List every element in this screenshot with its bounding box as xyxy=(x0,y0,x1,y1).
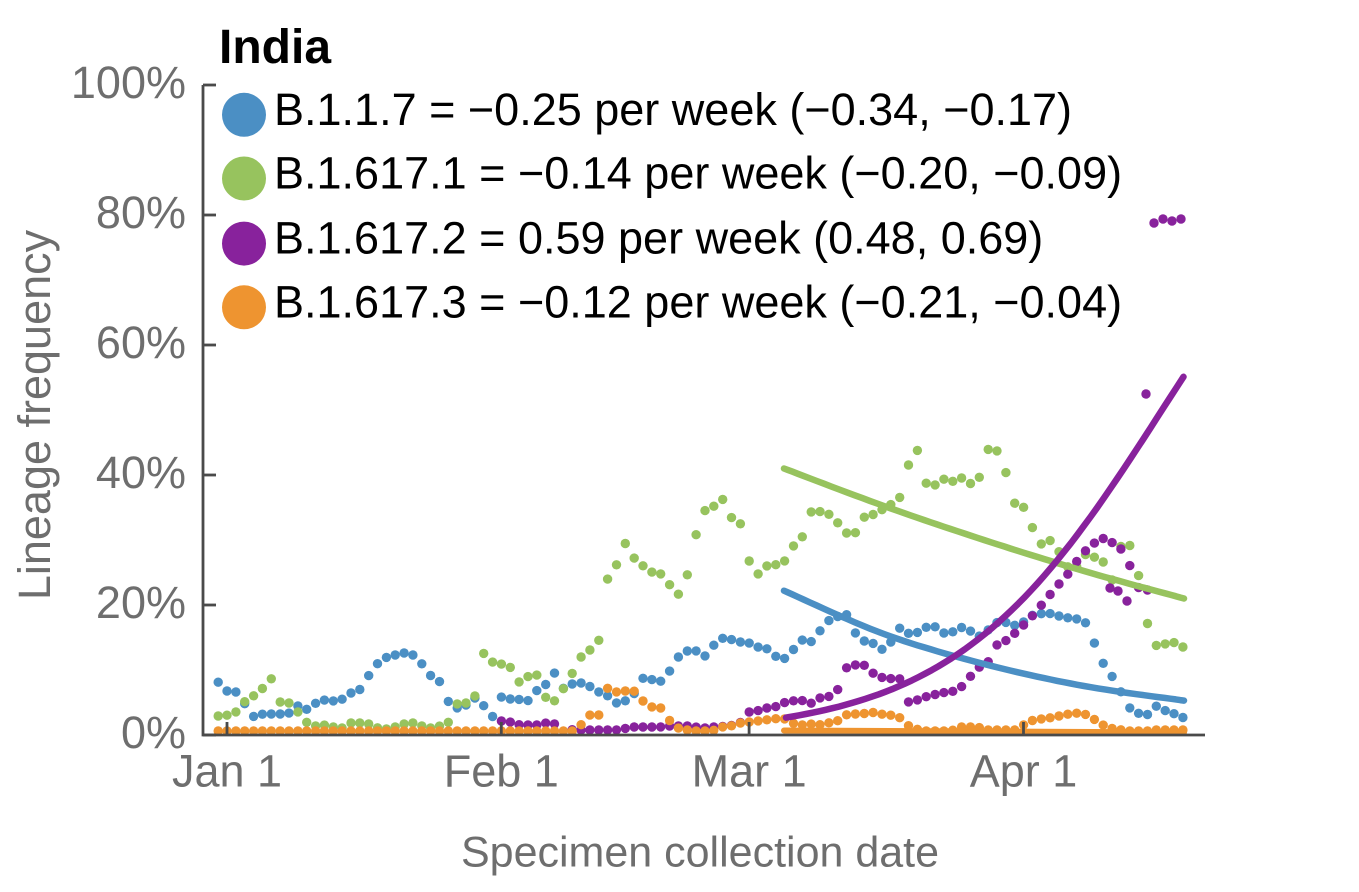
svg-text:India: India xyxy=(219,21,331,74)
svg-text:B.1.617.1 = −0.14 per week (−0: B.1.617.1 = −0.14 per week (−0.20, −0.09… xyxy=(274,148,1122,199)
svg-text:Lineage frequency: Lineage frequency xyxy=(9,229,60,600)
svg-text:40%: 40% xyxy=(96,447,186,498)
svg-text:20%: 20% xyxy=(96,577,186,628)
svg-text:B.1.617.2 = 0.59 per week (0.4: B.1.617.2 = 0.59 per week (0.48, 0.69) xyxy=(274,213,1043,264)
svg-text:60%: 60% xyxy=(96,317,186,368)
svg-text:B.1.617.3 = −0.12 per week (−0: B.1.617.3 = −0.12 per week (−0.21, −0.04… xyxy=(274,276,1122,327)
svg-text:Jan 1: Jan 1 xyxy=(172,746,282,797)
svg-text:Feb 1: Feb 1 xyxy=(444,746,559,797)
svg-text:Apr 1: Apr 1 xyxy=(970,746,1078,797)
svg-text:B.1.1.7 = −0.25 per week (−0.3: B.1.1.7 = −0.25 per week (−0.34, −0.17) xyxy=(274,84,1072,135)
svg-text:Specimen collection date: Specimen collection date xyxy=(461,829,939,877)
svg-text:Mar 1: Mar 1 xyxy=(692,746,807,797)
svg-text:0%: 0% xyxy=(121,707,186,758)
svg-text:80%: 80% xyxy=(96,187,186,238)
svg-text:100%: 100% xyxy=(71,57,186,108)
